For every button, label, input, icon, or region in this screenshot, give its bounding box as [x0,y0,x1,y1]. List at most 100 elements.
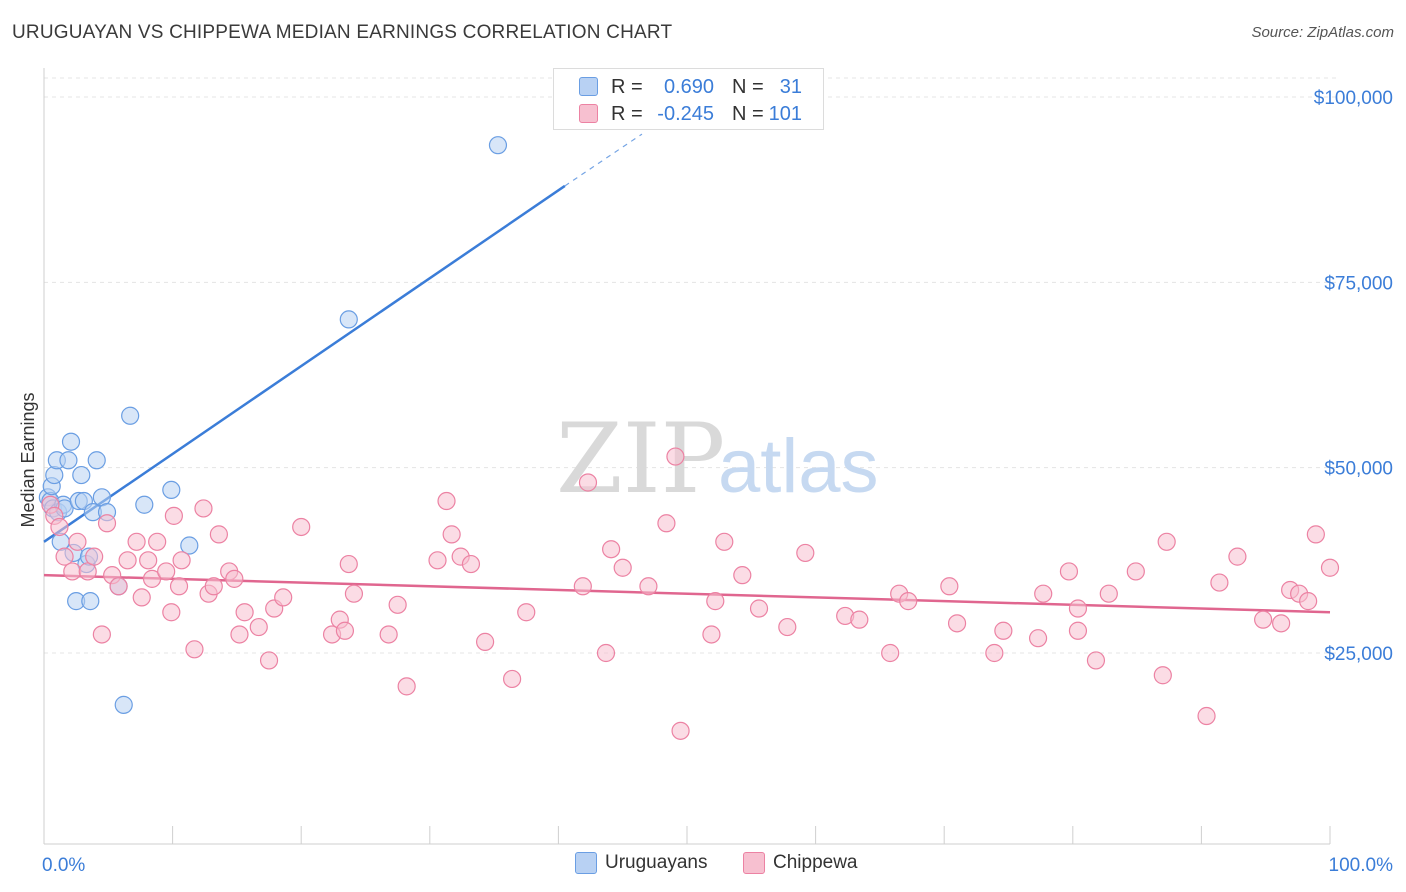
trend-line-uruguayans [43,184,566,543]
source-label: Source: ZipAtlas.com [1251,24,1394,41]
y-tick-label: $50,000 [1324,459,1393,480]
stats-row-chippewa: R = -0.245 N = 101 [554,101,825,127]
point-chippewa [702,625,721,644]
point-chippewa [749,599,769,618]
point-chippewa [339,554,358,574]
point-uruguayans [81,592,100,611]
stats-r-value: -0.245 [657,103,714,125]
point-chippewa [194,499,213,518]
stats-n-value: 31 [779,76,802,98]
legend-item-uruguayans[interactable]: Uruguayans [575,852,707,874]
point-chippewa [437,491,456,511]
stats-row-uruguayans: R = 0.690 N = 31 [554,74,825,100]
stats-n-value: 101 [768,103,802,125]
legend: Uruguayans Chippewa [0,852,1406,878]
point-chippewa [68,532,87,551]
point-uruguayans [180,536,199,555]
legend-item-chippewa[interactable]: Chippewa [743,852,858,874]
point-chippewa [162,603,181,622]
trend-line-chippewa [43,573,1331,614]
point-chippewa [947,614,967,633]
point-uruguayans [488,136,508,155]
legend-label: Uruguayans [605,852,708,873]
point-uruguayans [339,310,358,329]
stats-r-label: R = [611,103,643,125]
legend-label: Chippewa [773,852,858,873]
point-chippewa [97,514,117,533]
y-tick-label: $25,000 [1324,644,1393,665]
point-chippewa [55,547,74,566]
point-chippewa [172,551,191,570]
legend-swatch-chippewa [743,852,765,874]
x-tick-label-min: 0.0% [42,855,85,876]
point-chippewa [940,577,959,596]
tick-labels: $25,000 $50,000 $75,000 $100,000 0.0% 100.0% [42,88,1393,876]
point-chippewa [1299,592,1318,611]
axes [43,68,1331,845]
point-chippewa [994,621,1013,640]
point-chippewa [388,595,407,614]
point-chippewa [1034,584,1053,603]
point-chippewa [1126,562,1145,581]
legend-swatch-uruguayans [575,852,597,874]
point-chippewa [428,551,447,570]
point-chippewa [344,584,364,603]
point-chippewa [796,543,815,563]
point-chippewa [397,677,416,696]
point-chippewa [157,562,176,581]
y-tick-label: $100,000 [1314,88,1393,109]
point-uruguayans [114,695,133,714]
point-chippewa [292,517,311,537]
point-chippewa [259,651,279,670]
point-chippewa [1320,558,1340,577]
point-uruguayans [59,451,78,470]
point-uruguayans [87,451,106,470]
point-uruguayans [72,465,91,485]
point-chippewa [1197,706,1216,726]
point-uruguayans [135,495,154,514]
point-chippewa [715,532,734,551]
chart-title: URUGUAYAN VS CHIPPEWA MEDIAN EARNINGS CO… [12,22,673,43]
stats-box: R = 0.690 N = 31 R = -0.245 N = 101 [553,68,824,130]
point-chippewa [503,669,522,689]
point-chippewa [881,643,900,663]
stats-n-label: N = [732,103,764,125]
point-chippewa [573,577,592,596]
point-uruguayans [162,480,181,500]
stats-swatch-chippewa [579,104,598,123]
point-chippewa [109,577,128,596]
point-chippewa [602,540,621,559]
point-chippewa [461,554,481,574]
x-tick-label-max: 100.0% [1329,855,1394,876]
point-chippewa [235,603,254,622]
point-chippewa [1153,666,1172,685]
point-chippewa [209,525,228,544]
point-chippewa [1254,610,1273,629]
trend-lines [43,133,1331,614]
point-chippewa [63,562,82,581]
point-chippewa [706,592,725,611]
point-chippewa [50,517,69,537]
point-chippewa [639,577,658,596]
point-chippewa [666,447,685,466]
point-chippewa [274,588,293,607]
point-chippewa [1228,547,1247,566]
point-chippewa [613,558,632,577]
point-chippewa [671,721,690,740]
point-chippewa [230,625,249,644]
point-chippewa [185,640,204,659]
point-chippewa [850,610,869,629]
point-chippewa [517,603,536,622]
point-chippewa [442,525,461,544]
point-chippewa [335,621,355,640]
stats-r-label: R = [611,76,643,98]
point-chippewa [148,532,167,551]
data-points [38,136,1340,740]
point-chippewa [1272,614,1291,633]
point-chippewa [249,617,268,637]
point-uruguayans [61,432,81,451]
point-chippewa [778,617,797,637]
point-chippewa [1086,651,1106,670]
point-chippewa [596,643,616,663]
